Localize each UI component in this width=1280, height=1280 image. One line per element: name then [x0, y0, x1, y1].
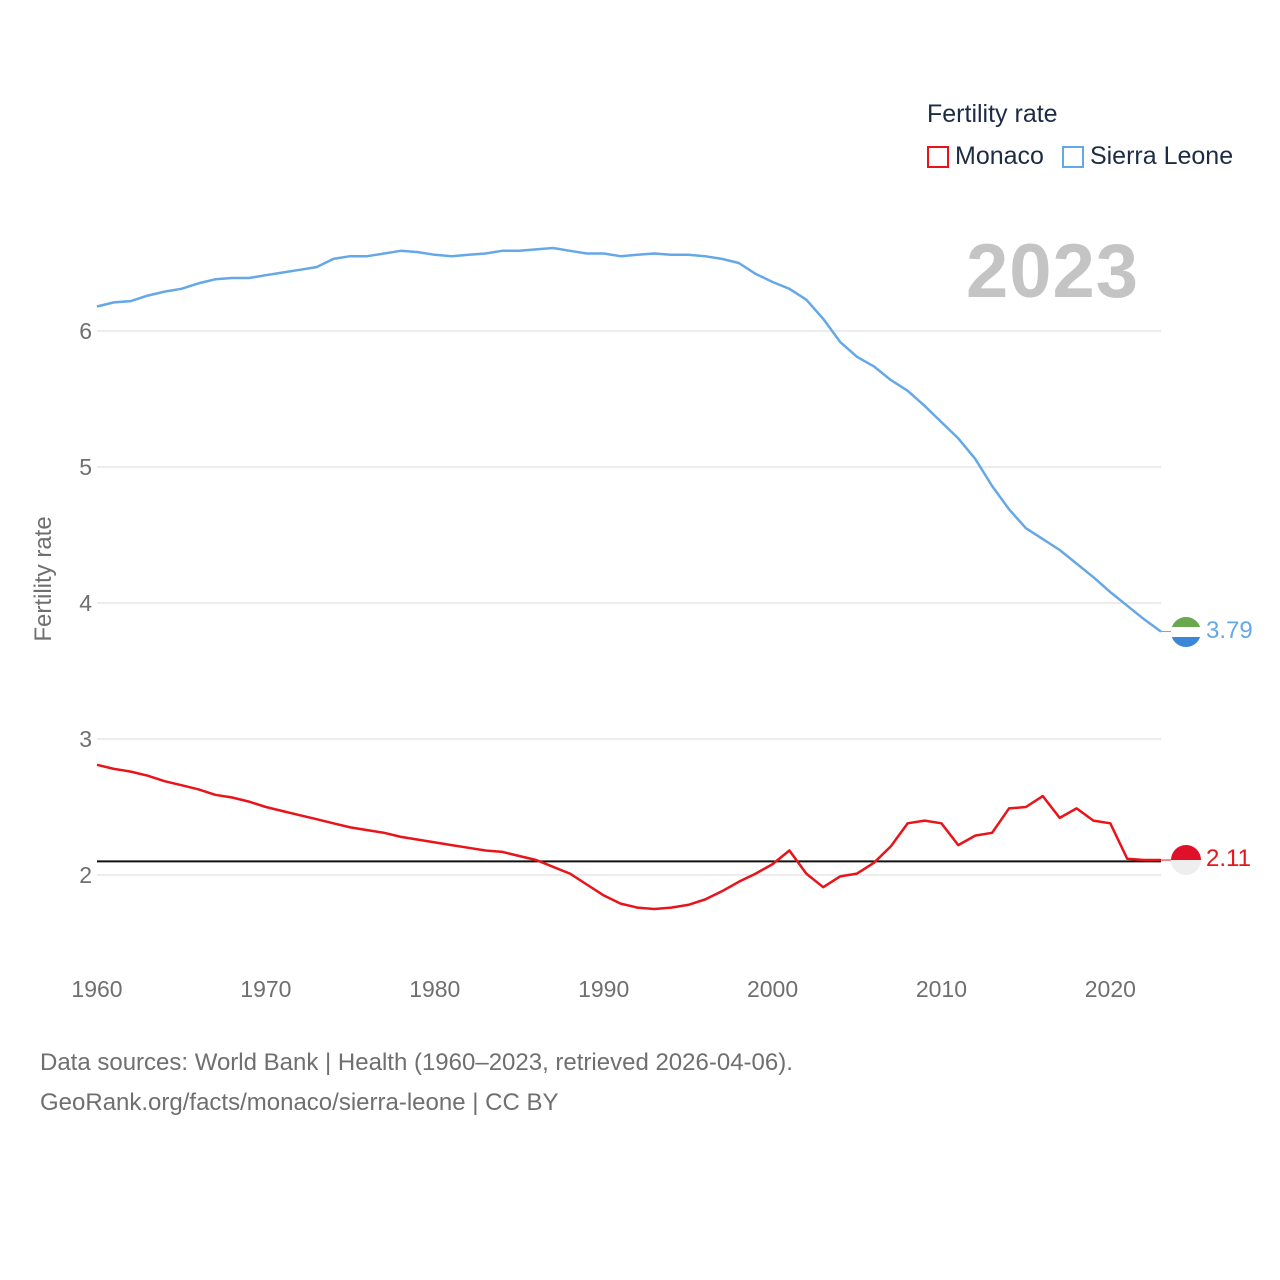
- y-tick-label: 3: [79, 726, 92, 752]
- data-sources: Data sources: World Bank | Health (1960–…: [40, 1043, 793, 1123]
- x-tick-label: 1990: [578, 976, 629, 1002]
- sierra-leone-end-label: 3.79: [1206, 617, 1253, 644]
- legend-item-monaco[interactable]: Monaco: [927, 142, 1044, 171]
- x-tick-label: 2010: [916, 976, 967, 1002]
- x-tick-label: 2020: [1085, 976, 1136, 1002]
- legend-label-sierra-leone: Sierra Leone: [1089, 142, 1234, 170]
- sierra-leone-flag-icon: [1171, 617, 1201, 647]
- x-tick-label: 1960: [71, 976, 122, 1002]
- source-link[interactable]: GeoRank.org/facts/monaco/sierra-leone | …: [40, 1089, 559, 1116]
- grid-lines: [97, 330, 1161, 876]
- series-lines: [96, 246, 1171, 911]
- x-tick-label: 2000: [747, 976, 798, 1002]
- y-tick-label: 6: [79, 318, 92, 344]
- x-tick-label: 1970: [240, 976, 291, 1002]
- legend-swatch-sierra-leone: [1061, 145, 1084, 168]
- y-axis-ticks: 2 3 4 5 6: [79, 318, 92, 888]
- legend-swatch-monaco: [927, 145, 949, 168]
- y-tick-label: 5: [79, 454, 92, 480]
- legend-title: Fertility rate: [927, 100, 1058, 128]
- monaco-end-label: 2.11: [1206, 845, 1251, 872]
- series-line-monaco: [96, 763, 1161, 911]
- x-axis-ticks: 1960 1970 1980 1990 2000 2010 2020: [71, 976, 1136, 1002]
- x-tick-label: 1980: [409, 976, 460, 1002]
- series-line-sierra-leone: [96, 246, 1162, 633]
- legend-item-sierra-leone[interactable]: Sierra Leone: [1061, 142, 1234, 171]
- legend: Monaco Sierra Leone: [927, 142, 1251, 171]
- legend-label-monaco: Monaco: [955, 142, 1044, 170]
- y-tick-label: 4: [79, 590, 92, 616]
- y-axis-title: Fertility rate: [30, 516, 57, 641]
- year-label: 2023: [966, 229, 1140, 314]
- sources-line: Data sources: World Bank | Health (1960–…: [40, 1049, 793, 1076]
- end-markers: 3.79 2.11: [1171, 617, 1253, 875]
- monaco-flag-icon: [1171, 845, 1201, 875]
- y-tick-label: 2: [79, 862, 92, 888]
